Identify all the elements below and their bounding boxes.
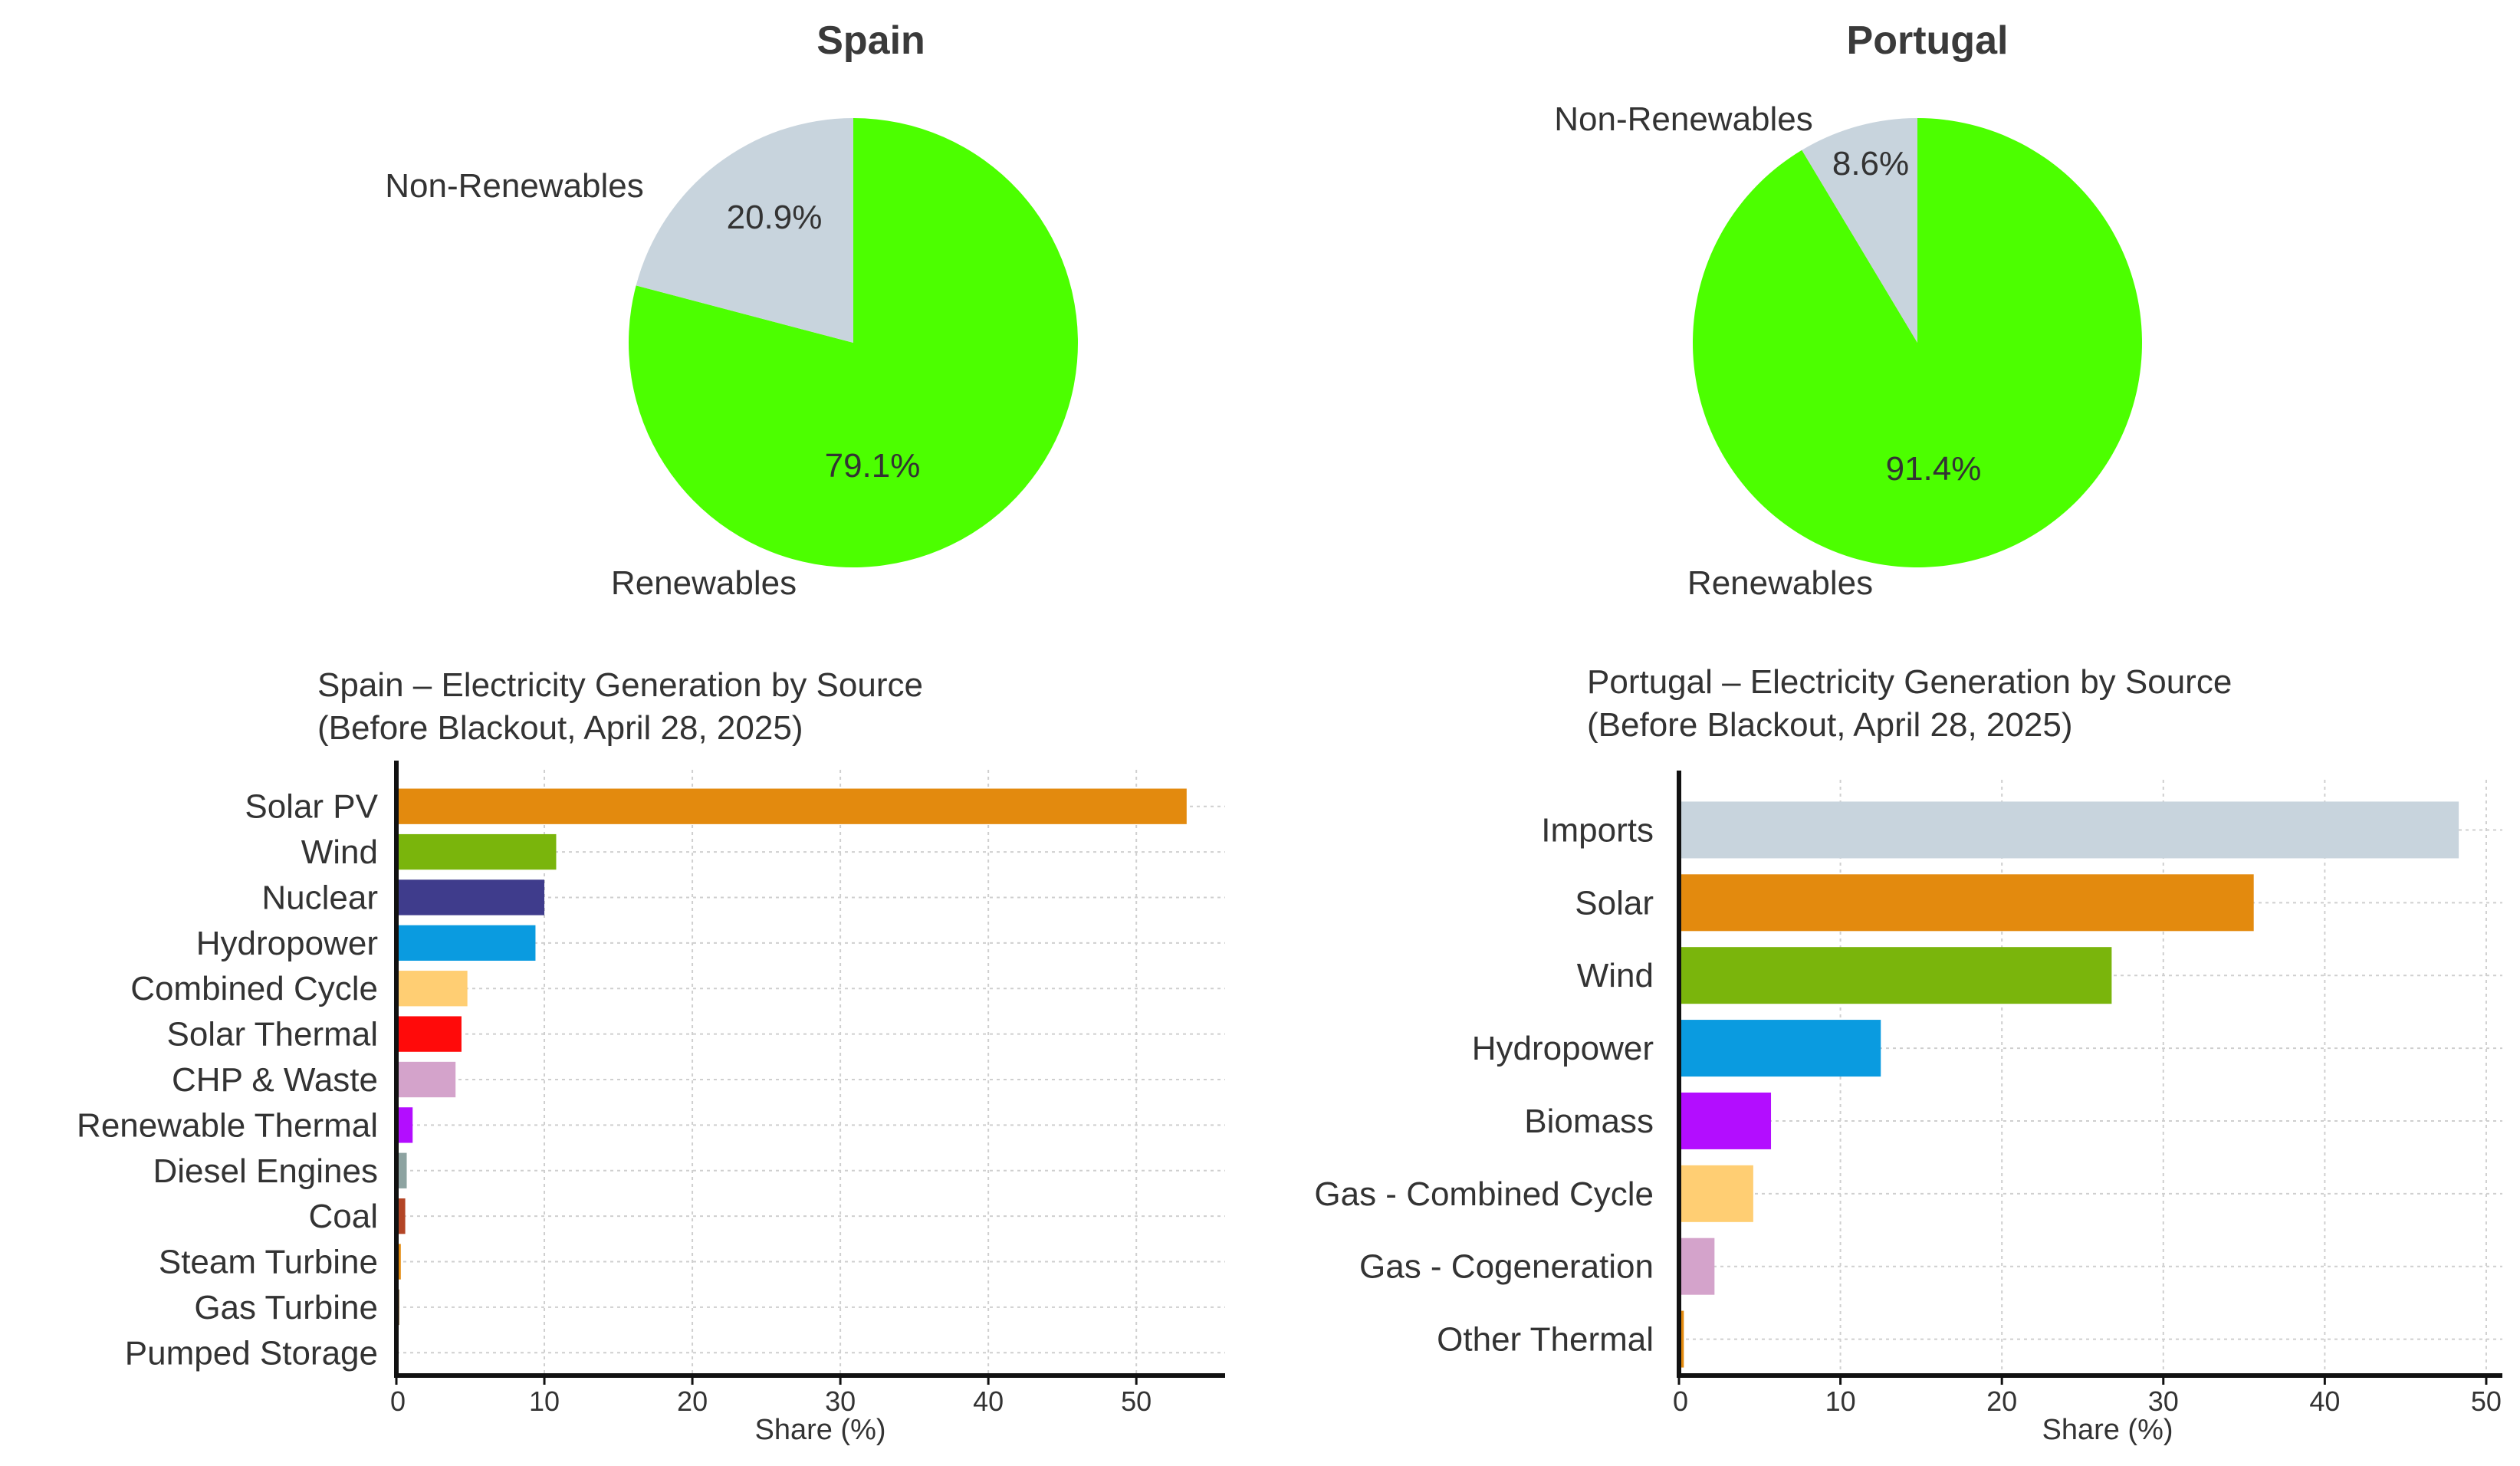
portugal-bar-title-line: Portugal – Electricity Generation by Sou… — [1587, 663, 2232, 701]
portugal-x-tick-label: 20 — [1986, 1385, 2017, 1417]
spain-x-tick-label: 0 — [390, 1385, 406, 1417]
spain-bar-renewable-thermal — [396, 1107, 413, 1143]
spain-pie-title: Spain — [816, 18, 925, 63]
spain-category-label: Renewable Thermal — [77, 1106, 378, 1144]
spain-category-label: Nuclear — [261, 879, 378, 916]
spain-x-tick-label: 10 — [529, 1385, 560, 1417]
spain-x-tick-label: 30 — [825, 1385, 856, 1417]
spain-bar-solar-thermal — [396, 1016, 462, 1052]
spain-bar-coal — [396, 1198, 406, 1234]
spain-pie-chart — [629, 118, 1079, 567]
spain-x-tick-label: 20 — [677, 1385, 708, 1417]
portugal-category-label: Imports — [1541, 811, 1654, 849]
spain-x-axis-label: Share (%) — [754, 1414, 885, 1446]
portugal-slice-label: Non-Renewables — [1554, 100, 1813, 138]
spain-bar-diesel-engines — [396, 1152, 407, 1188]
spain-category-label: Solar PV — [245, 788, 378, 826]
portugal-x-tick-label: 50 — [2471, 1385, 2502, 1417]
portugal-category-label: Solar — [1575, 884, 1654, 922]
portugal-bar-biomass — [1679, 1092, 1772, 1149]
spain-category-label: Combined Cycle — [130, 970, 378, 1007]
portugal-category-label: Other Thermal — [1437, 1321, 1654, 1359]
spain-x-tick-label: 40 — [973, 1385, 1004, 1417]
portugal-bar-other-thermal — [1679, 1310, 1684, 1368]
spain-bar-title-line: Spain – Electricity Generation by Source — [317, 666, 923, 704]
spain-slice-pct-label: 79.1% — [825, 447, 921, 485]
portugal-x-tick-label: 0 — [1673, 1385, 1688, 1417]
portugal-bar-chart — [1677, 771, 2502, 1385]
portugal-bar-imports — [1679, 801, 2459, 859]
spain-slice-non-renewables — [636, 118, 853, 343]
portugal-bar-title-line: (Before Blackout, April 28, 2025) — [1587, 706, 2072, 744]
spain-category-label: Hydropower — [196, 925, 378, 962]
spain-x-tick-label: 50 — [1121, 1385, 1152, 1417]
spain-bar-nuclear — [396, 879, 545, 915]
portugal-x-tick-label: 40 — [2309, 1385, 2340, 1417]
spain-bar-title-line: (Before Blackout, April 28, 2025) — [317, 709, 803, 747]
spain-category-label: Steam Turbine — [159, 1244, 378, 1281]
spain-slice-label: Non-Renewables — [385, 167, 644, 205]
spain-slice-label: Renewables — [611, 564, 797, 602]
spain-bar-hydropower — [396, 925, 536, 961]
spain-category-label: Coal — [309, 1198, 379, 1235]
portugal-bar-hydropower — [1679, 1020, 1881, 1077]
portugal-category-label: Gas - Cogeneration — [1359, 1248, 1654, 1286]
spain-slice-pct-label: 20.9% — [727, 199, 823, 236]
spain-category-label: CHP & Waste — [172, 1061, 378, 1099]
portugal-category-label: Hydropower — [1472, 1030, 1654, 1067]
portugal-bar-gas-combined-cycle — [1679, 1165, 1753, 1222]
spain-bar-chp-waste — [396, 1061, 456, 1098]
portugal-slice-label: Renewables — [1687, 564, 1873, 602]
portugal-pie-title: Portugal — [1847, 18, 2009, 63]
portugal-x-axis-label: Share (%) — [2042, 1414, 2173, 1446]
portugal-bar-wind — [1679, 947, 2112, 1004]
portugal-category-label: Biomass — [1524, 1103, 1654, 1140]
portugal-x-tick-label: 30 — [2148, 1385, 2179, 1417]
portugal-category-label: Wind — [1577, 957, 1654, 994]
spain-category-label: Solar Thermal — [166, 1016, 378, 1053]
spain-bar-wind — [396, 833, 557, 870]
spain-slice-renewables — [629, 118, 1079, 567]
spain-category-label: Diesel Engines — [153, 1152, 379, 1190]
portugal-pie-chart — [1692, 118, 2142, 567]
portugal-bar-gas-cogeneration — [1679, 1238, 1715, 1295]
portugal-slice-pct-label: 8.6% — [1832, 145, 1909, 182]
portugal-bar-solar — [1679, 874, 2254, 932]
portugal-slice-non-renewables — [1802, 118, 1917, 343]
portugal-category-label: Gas - Combined Cycle — [1314, 1175, 1654, 1213]
spain-category-label: Gas Turbine — [194, 1289, 378, 1326]
portugal-slice-renewables — [1692, 118, 2142, 567]
portugal-x-tick-label: 10 — [1825, 1385, 1856, 1417]
spain-category-label: Wind — [301, 833, 378, 871]
spain-bar-chart — [394, 761, 1225, 1385]
spain-bar-solar-pv — [396, 788, 1187, 824]
spain-category-label: Pumped Storage — [125, 1334, 378, 1372]
spain-bar-combined-cycle — [396, 971, 468, 1007]
portugal-slice-pct-label: 91.4% — [1886, 450, 1982, 488]
